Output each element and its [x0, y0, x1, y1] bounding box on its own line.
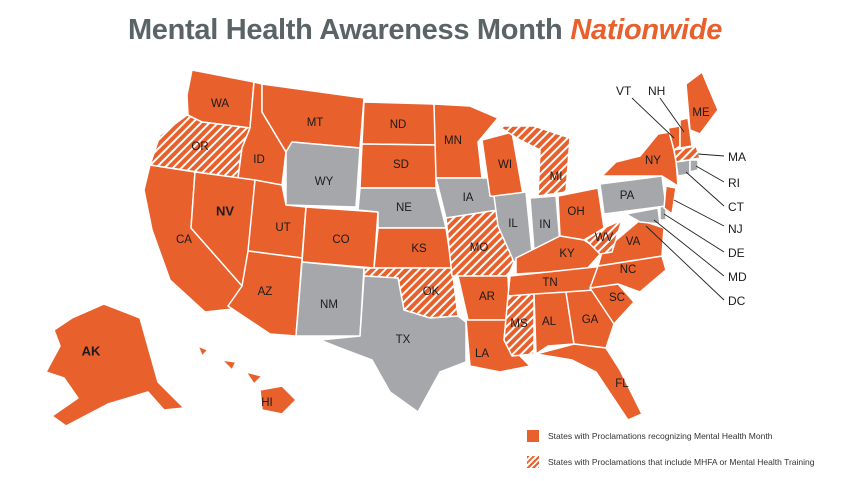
label-az: AZ: [258, 286, 273, 298]
label-or: OR: [191, 141, 208, 153]
callout-vt: VT: [616, 84, 632, 98]
state-fl[interactable]: [535, 343, 643, 421]
legend-label-solid: States with Proclamations recognizing Me…: [548, 431, 773, 441]
title-main: Mental Health Awareness Month: [127, 14, 563, 46]
state-wy[interactable]: [285, 141, 361, 208]
callout-de: DE: [728, 246, 745, 260]
label-sc: SC: [609, 292, 625, 304]
label-oh: OH: [567, 206, 584, 218]
legend-item-hatch: States with Proclamations that include M…: [527, 455, 814, 469]
label-ga: GA: [582, 314, 599, 326]
state-md[interactable]: [625, 207, 661, 225]
label-la: LA: [475, 348, 489, 360]
label-ca: CA: [176, 234, 192, 246]
label-il: IL: [508, 218, 518, 230]
label-ar: AR: [479, 291, 495, 303]
state-ny[interactable]: [601, 131, 679, 187]
label-tn: TN: [542, 277, 557, 289]
label-in: IN: [539, 219, 551, 231]
label-id: ID: [253, 154, 265, 166]
legend: States with Proclamations recognizing Me…: [527, 429, 814, 481]
callout-ri: RI: [728, 176, 740, 190]
label-ia: IA: [463, 192, 474, 204]
callout-dc: DC: [728, 294, 746, 308]
label-ne: NE: [396, 202, 412, 214]
title-accent: Nationwide: [570, 14, 723, 46]
label-mo: MO: [470, 242, 489, 254]
label-mn: MN: [444, 135, 462, 147]
label-wy: WY: [315, 176, 334, 188]
state-nj[interactable]: [663, 185, 677, 215]
label-sd: SD: [393, 159, 409, 171]
callout-nj: NJ: [728, 222, 743, 236]
label-wa: WA: [211, 98, 229, 110]
state-ak[interactable]: [45, 303, 185, 427]
legend-swatch-hatch: [527, 456, 539, 468]
state-mi[interactable]: [497, 125, 571, 197]
label-tx: TX: [396, 334, 411, 346]
label-nd: ND: [390, 119, 407, 131]
legend-swatch-solid: [527, 430, 539, 442]
callout-ct: CT: [728, 200, 745, 214]
label-ut: UT: [275, 222, 290, 234]
state-tx[interactable]: [319, 275, 467, 413]
label-ks: KS: [411, 243, 427, 255]
state-hi[interactable]: [259, 385, 297, 415]
label-al: AL: [542, 316, 557, 328]
state-hi-3[interactable]: [245, 371, 263, 385]
state-ri[interactable]: [689, 159, 699, 173]
label-mt: MT: [307, 117, 324, 129]
state-wv[interactable]: [585, 219, 623, 255]
state-me[interactable]: [685, 71, 719, 135]
label-nc: NC: [620, 264, 637, 276]
label-ny: NY: [645, 155, 661, 167]
label-fl: FL: [615, 378, 629, 390]
legend-label-hatch: States with Proclamations that include M…: [548, 457, 815, 467]
state-mo[interactable]: [445, 209, 515, 277]
label-ok: OK: [423, 286, 440, 298]
label-hi: HI: [261, 397, 273, 409]
state-ms[interactable]: [503, 293, 535, 357]
state-hi-2[interactable]: [221, 359, 237, 371]
map-title: Mental Health Awareness Month Nationwide: [0, 14, 850, 47]
label-nv: NV: [216, 203, 234, 218]
callout-nh: NH: [648, 84, 665, 98]
label-mi: MI: [550, 171, 563, 183]
label-ms: MS: [510, 318, 528, 330]
label-va: VA: [626, 236, 641, 248]
callout-ma: MA: [728, 150, 746, 164]
label-co: CO: [332, 234, 349, 246]
label-pa: PA: [620, 190, 635, 202]
legend-item-solid: States with Proclamations recognizing Me…: [527, 429, 814, 443]
label-ky: KY: [559, 248, 575, 260]
label-nm: NM: [320, 299, 338, 311]
callout-lines: [631, 97, 725, 301]
label-wi: WI: [498, 159, 512, 171]
label-wv: WV: [595, 232, 614, 244]
state-al[interactable]: [533, 291, 575, 355]
state-hi-1[interactable]: [197, 345, 209, 357]
label-me: ME: [692, 107, 710, 119]
state-ma[interactable]: [673, 145, 701, 163]
callout-md: MD: [728, 270, 747, 284]
label-ak: AK: [82, 343, 101, 358]
